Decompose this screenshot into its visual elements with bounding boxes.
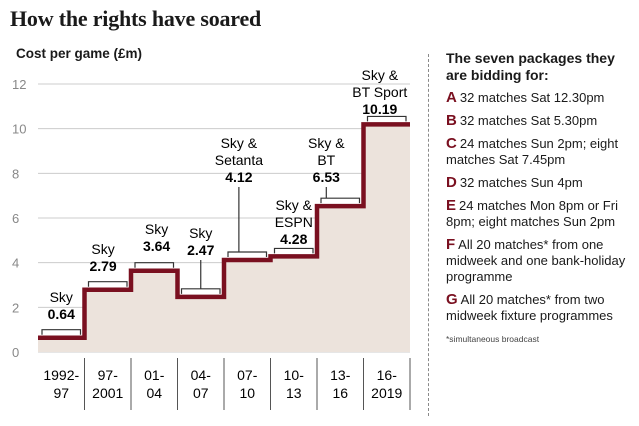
y-tick-label: 6 <box>12 211 19 226</box>
area-fill-shape <box>38 124 410 352</box>
y-tick-label: 0 <box>12 345 19 360</box>
x-tick-label: 16 <box>332 385 348 401</box>
chart-title: How the rights have soared <box>10 6 262 31</box>
x-tick-label: 07- <box>237 367 258 383</box>
package-letter: F <box>446 236 456 253</box>
value-bracket <box>227 251 268 257</box>
value-bracket <box>320 197 361 204</box>
x-tick-label: 97 <box>53 385 69 401</box>
package-letter: G <box>446 291 458 308</box>
packages-list: A 32 matches Sat 12.30pm B 32 matches Sat 5… <box>446 90 636 324</box>
value-label: 6.53 <box>313 169 340 185</box>
broadcaster-label: Sky & <box>361 67 398 83</box>
package-text: 24 matches Sun 2pm; eight matches Sat 7.… <box>446 136 619 167</box>
value-bracket <box>41 329 82 335</box>
broadcaster-label: Sky & <box>308 135 345 151</box>
value-label: 4.28 <box>280 231 307 247</box>
package-text: All 20 matches* from one midweek and one… <box>446 237 626 284</box>
package-c: C 24 matches Sun 2pm; eight matches Sat 7… <box>446 136 636 168</box>
broadcaster-label: ESPN <box>275 214 313 230</box>
area-fill <box>38 124 410 352</box>
y-tick-labels: 0 2 4 6 8 10 12 <box>12 77 26 360</box>
broadcaster-label: Sky <box>50 289 73 305</box>
value-label: 10.19 <box>362 101 397 117</box>
value-bracket <box>134 262 175 268</box>
x-tick-label: 01- <box>144 367 165 383</box>
value-label: 3.64 <box>143 238 170 254</box>
broadcaster-label: Sky & <box>275 197 312 213</box>
package-text: 24 matches Mon 8pm or Fri 8pm; eight mat… <box>446 198 618 229</box>
package-text: 32 matches Sun 4pm <box>459 175 583 190</box>
y-tick-label: 2 <box>12 300 19 315</box>
package-letter: B <box>446 112 457 129</box>
package-b: B 32 matches Sat 5.30pm <box>446 113 636 129</box>
value-bracket <box>366 115 407 122</box>
y-axis-label: Cost per game (£m) <box>16 46 143 61</box>
package-text: All 20 matches* from two midweek fixture… <box>446 292 613 323</box>
y-tick-label: 4 <box>12 256 19 271</box>
package-a: A 32 matches Sat 12.30pm <box>446 90 636 106</box>
value-label: 0.64 <box>48 306 75 322</box>
x-tick-label: 13 <box>286 385 302 401</box>
package-f: F All 20 matches* from one midweek and on… <box>446 237 636 285</box>
y-tick-label: 8 <box>12 166 19 181</box>
x-tick-label: 97- <box>98 367 119 383</box>
x-tick-label: 1992- <box>43 367 79 383</box>
x-tick-label: 07 <box>193 385 209 401</box>
value-label: 2.47 <box>187 242 214 258</box>
packages-title: The seven packages they are bidding for: <box>446 50 615 83</box>
package-letter: A <box>446 89 457 106</box>
package-letter: C <box>446 135 457 152</box>
x-tick-label: 10 <box>239 385 255 401</box>
broadcaster-label: Sky <box>91 241 114 257</box>
package-g: G All 20 matches* from two midweek fixtur… <box>446 292 636 324</box>
broadcaster-label: Setanta <box>215 152 263 168</box>
value-bracket <box>180 288 221 294</box>
value-label: 2.79 <box>89 258 116 274</box>
broadcaster-label: BT <box>317 152 335 168</box>
y-tick-label: 12 <box>12 77 26 92</box>
x-tick-label: 16- <box>377 367 398 383</box>
x-tick-label: 2019 <box>371 385 402 401</box>
broadcaster-label: BT Sport <box>352 84 407 100</box>
package-letter: D <box>446 174 457 191</box>
package-text: 32 matches Sat 12.30pm <box>459 90 605 105</box>
broadcaster-label: Sky & <box>221 135 258 151</box>
value-label: 4.12 <box>225 169 252 185</box>
x-tick-label: 10- <box>284 367 305 383</box>
package-text: 32 matches Sat 5.30pm <box>459 113 598 128</box>
step-line-series <box>38 122 410 340</box>
step-line <box>38 122 410 340</box>
y-tick-label: 10 <box>12 122 26 137</box>
divider <box>428 54 429 416</box>
package-d: D 32 matches Sun 4pm <box>446 175 636 191</box>
footnote: *simultaneous broadcast <box>446 334 540 344</box>
value-bracket <box>87 281 128 287</box>
x-tick-label: 04 <box>146 385 162 401</box>
x-tick-labels: 1992- 97 97- 2001 01- 04 04- 07 07- 10 10- 13 13- 16 1… <box>43 358 411 410</box>
x-tick-label: 13- <box>330 367 351 383</box>
broadcaster-label: Sky <box>145 221 168 237</box>
broadcaster-label: Sky <box>189 225 212 241</box>
value-bracket <box>273 247 314 254</box>
package-letter: E <box>446 197 457 214</box>
x-tick-label: 04- <box>191 367 212 383</box>
package-e: E 24 matches Mon 8pm or Fri 8pm; eight ma… <box>446 198 636 230</box>
packages-panel: The seven packages they are bidding for:… <box>446 50 636 347</box>
x-tick-label: 2001 <box>92 385 123 401</box>
